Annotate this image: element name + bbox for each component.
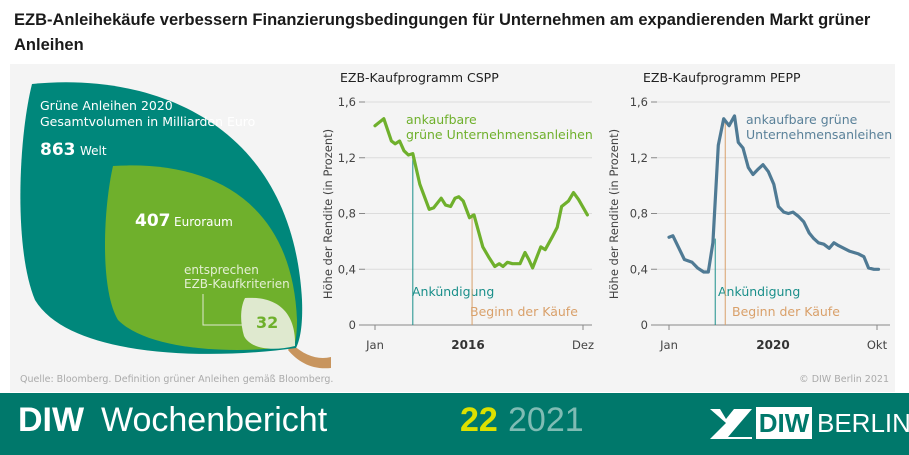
y-tick-label: 0,4 (338, 262, 356, 276)
y-tick-label: 1,2 (630, 151, 648, 165)
year-label: 2016 (451, 338, 484, 352)
y-tick-label: 1,6 (338, 95, 356, 109)
annotation-label: Beginn der Käufe (732, 304, 840, 319)
y-axis-label: Höhe der Rendite (in Prozent) (321, 129, 335, 299)
ecb-label-1: entsprechen (184, 263, 259, 277)
chart-title: EZB-Kaufprogramm PEPP (643, 70, 801, 85)
ecb-value: 32 (256, 313, 278, 332)
leaf-heading-1: Grüne Anleihen 2020 (40, 98, 173, 113)
y-tick-label: 0,4 (630, 262, 648, 276)
stem-icon (288, 344, 331, 369)
euro-label: Euroraum (174, 215, 233, 229)
series-label-1: ankaufbare (406, 112, 477, 127)
series-label-1: ankaufbare grüne (746, 112, 858, 127)
logo-city: BERLIN (817, 408, 909, 438)
world-label: Welt (80, 144, 107, 158)
source-note: Quelle: Bloomberg. Definition grüner Anl… (20, 374, 333, 385)
y-tick-label: 0,8 (338, 207, 356, 221)
y-tick-label: 0,8 (630, 207, 648, 221)
series-label-2: Unternehmensanleihen (746, 127, 892, 142)
series-label-2: grüne Unternehmensanleihen (406, 127, 593, 142)
x-tick-label: Okt (867, 338, 888, 352)
page-title: EZB-Anleihekäufe verbessern Finanzierung… (14, 11, 871, 54)
leaf-graphic: Grüne Anleihen 2020 Gesamtvolumen in Mil… (20, 82, 331, 369)
y-tick-label: 1,2 (338, 151, 356, 165)
ecb-label-2: EZB-Kaufkriterien (184, 277, 290, 291)
y-tick-label: 1,6 (630, 95, 648, 109)
x-tick-label: Jan (659, 338, 678, 352)
year-label: 2020 (756, 338, 789, 352)
footer-bar: DIW Wochenbericht 22 2021 DIW BERLIN (0, 393, 909, 455)
issue-year: 2021 (508, 401, 584, 439)
y-tick-label: 0 (641, 318, 648, 332)
copyright: © DIW Berlin 2021 (799, 374, 889, 385)
x-tick-label: Dez (572, 338, 594, 352)
annotation-label: Ankündigung (718, 284, 800, 299)
figure: Grüne Anleihen 2020 Gesamtvolumen in Mil… (20, 70, 892, 385)
pepp-chart: EZB-Kaufprogramm PEPP Höhe der Rendite (… (607, 70, 892, 352)
ecb-leaf (241, 297, 296, 349)
annotation-label: Ankündigung (412, 284, 494, 299)
issue-number: 22 (460, 401, 498, 439)
annotation-label: Beginn der Käufe (470, 304, 578, 319)
logo-box: DIW (756, 407, 812, 439)
footer-brand-bold: DIW (18, 401, 85, 439)
leaf-heading-2: Gesamtvolumen in Milliarden Euro (40, 114, 255, 129)
footer-brand-name: Wochenbericht (101, 401, 328, 439)
world-value: 863 (40, 140, 76, 160)
logo-mark-icon (710, 409, 752, 439)
chart-title: EZB-Kaufprogramm CSPP (340, 70, 499, 85)
diw-berlin-logo: DIW BERLIN (708, 405, 909, 441)
y-tick-label: 0 (349, 318, 356, 332)
euro-value: 407 (135, 211, 171, 231)
ecb-bracket-line (202, 294, 243, 326)
cspp-chart: EZB-Kaufprogramm CSPP Höhe der Rendite (… (321, 70, 594, 352)
x-tick-label: Jan (365, 338, 384, 352)
y-axis-label: Höhe der Rendite (in Prozent) (607, 129, 621, 299)
